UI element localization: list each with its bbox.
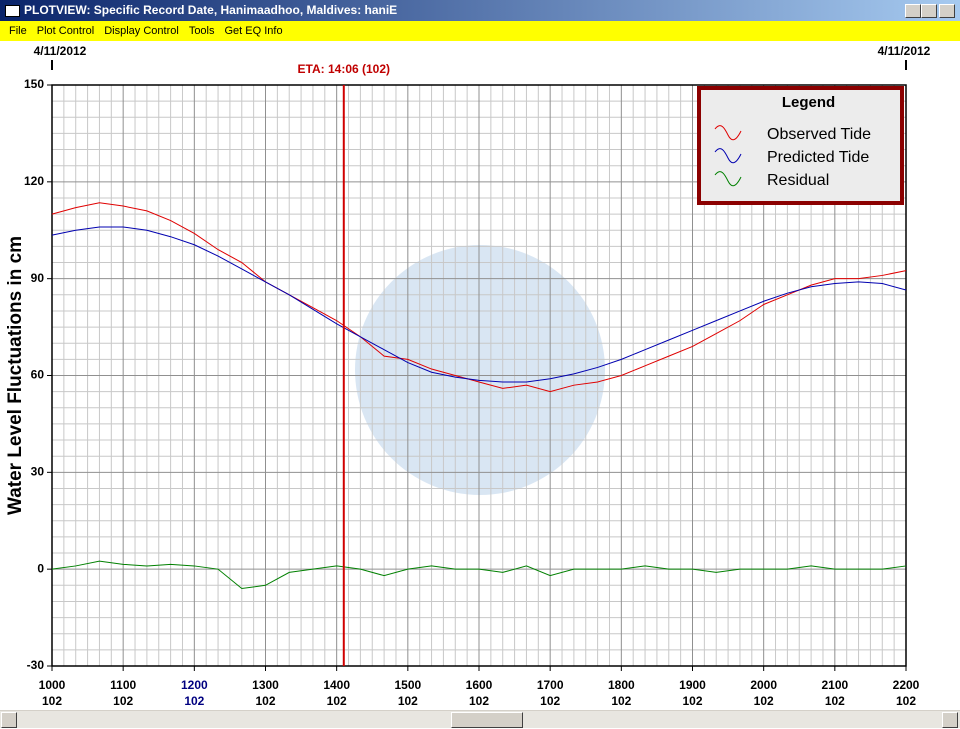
horizontal-scrollbar[interactable] bbox=[0, 710, 960, 728]
x-tick-sublabel: 102 bbox=[540, 694, 560, 708]
y-tick-label: -30 bbox=[27, 658, 45, 672]
x-tick-sublabel: 102 bbox=[754, 694, 774, 708]
x-tick-label: 1500 bbox=[394, 678, 421, 692]
x-tick-sublabel: 102 bbox=[184, 694, 204, 708]
x-tick-label: 2100 bbox=[821, 678, 848, 692]
menu-bar: File Plot Control Display Control Tools Get … bbox=[0, 21, 960, 41]
y-tick-label: 90 bbox=[31, 271, 45, 285]
y-tick-label: 0 bbox=[37, 561, 44, 575]
x-tick-sublabel: 102 bbox=[682, 694, 702, 708]
x-tick-label: 1300 bbox=[252, 678, 279, 692]
eta-label: ETA: 14:06 (102) bbox=[298, 62, 390, 76]
menu-item[interactable]: Tools bbox=[188, 25, 215, 37]
scroll-left[interactable] bbox=[1, 712, 17, 728]
x-tick-sublabel: 102 bbox=[469, 694, 489, 708]
x-tick-sublabel: 102 bbox=[611, 694, 631, 708]
x-tick-sublabel: 102 bbox=[255, 694, 275, 708]
x-tick-sublabel: 102 bbox=[398, 694, 418, 708]
x-tick-label: 1200 bbox=[181, 678, 208, 692]
x-tick-label: 1800 bbox=[608, 678, 635, 692]
x-tick-label: 1400 bbox=[323, 678, 350, 692]
x-tick-label: 1700 bbox=[537, 678, 564, 692]
menu-item[interactable]: File bbox=[9, 25, 27, 37]
x-tick-label: 1000 bbox=[39, 678, 66, 692]
y-tick-label: 150 bbox=[24, 77, 44, 91]
legend-swatch bbox=[714, 125, 742, 141]
legend-swatch bbox=[714, 171, 742, 187]
legend-label: Residual bbox=[767, 172, 829, 189]
date-label: 4/11/2012 bbox=[34, 44, 87, 58]
y-tick-label: 30 bbox=[31, 465, 45, 479]
legend-box bbox=[697, 86, 904, 205]
close-button[interactable] bbox=[939, 4, 955, 18]
x-tick-label: 1900 bbox=[679, 678, 706, 692]
menu-item[interactable]: Get EQ Info bbox=[224, 25, 283, 37]
app-icon bbox=[5, 5, 20, 17]
x-tick-label: 2000 bbox=[750, 678, 777, 692]
menu-item[interactable]: Plot Control bbox=[36, 25, 95, 37]
minimize-button[interactable] bbox=[905, 4, 921, 18]
y-tick-label: 120 bbox=[24, 174, 44, 188]
x-tick-label: 1600 bbox=[466, 678, 493, 692]
legend-label: Predicted Tide bbox=[767, 149, 869, 166]
legend-swatch bbox=[714, 148, 742, 164]
x-tick-sublabel: 102 bbox=[825, 694, 845, 708]
y-axis-label: Water Level Fluctuations in cm bbox=[5, 236, 26, 515]
date-label: 4/11/2012 bbox=[878, 44, 931, 58]
x-tick-sublabel: 102 bbox=[896, 694, 916, 708]
watermark bbox=[355, 245, 605, 495]
series-line bbox=[51, 202, 907, 393]
series-line bbox=[51, 560, 907, 590]
x-tick-label: 1100 bbox=[110, 678, 136, 692]
series-line bbox=[51, 226, 907, 383]
title-bar: PLOTVIEW: Specific Record Date, Hanimaad… bbox=[0, 0, 960, 21]
chart: -30 0 30 60 90 120 150 1000 102 1100 102 1200 102 130… bbox=[5, 44, 931, 708]
x-tick-sublabel: 102 bbox=[327, 694, 347, 708]
y-tick-label: 60 bbox=[31, 368, 45, 382]
window-title: PLOTVIEW: Specific Record Date, Hanimaad… bbox=[24, 3, 398, 17]
legend-label: Observed Tide bbox=[767, 126, 871, 143]
scroll-right[interactable] bbox=[942, 712, 958, 728]
menu-item[interactable]: Display Control bbox=[104, 25, 179, 37]
plot-frame bbox=[51, 84, 907, 667]
x-tick-sublabel: 102 bbox=[113, 694, 133, 708]
maximize-button[interactable] bbox=[921, 4, 937, 18]
legend-title: Legend bbox=[782, 94, 835, 111]
x-tick-sublabel: 102 bbox=[42, 694, 62, 708]
x-tick-label: 2200 bbox=[893, 678, 920, 692]
scroll-thumb[interactable] bbox=[451, 712, 523, 728]
